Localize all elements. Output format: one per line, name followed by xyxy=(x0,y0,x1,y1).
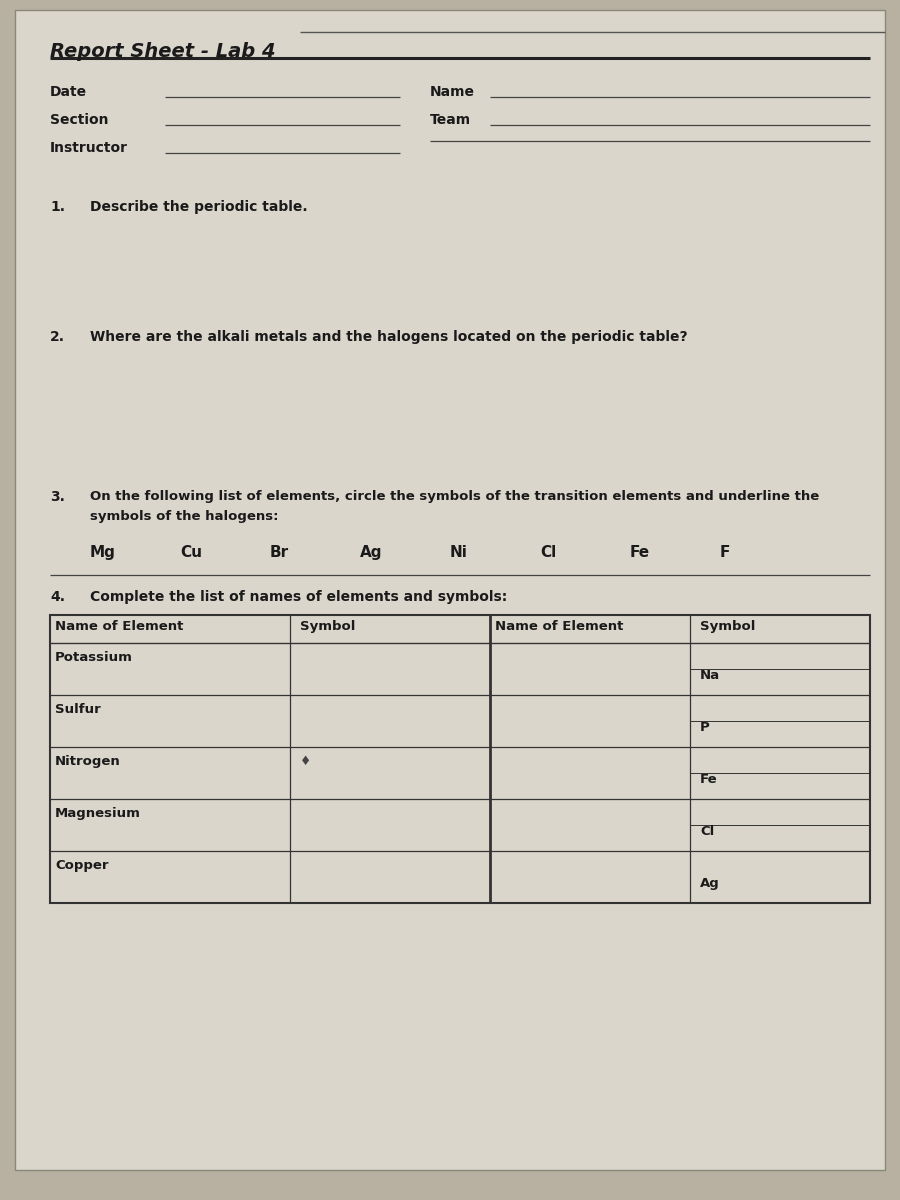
Text: Name of Element: Name of Element xyxy=(495,620,624,634)
Text: Cl: Cl xyxy=(540,545,556,560)
Text: F: F xyxy=(720,545,731,560)
Text: 2.: 2. xyxy=(50,330,65,344)
Text: Instructor: Instructor xyxy=(50,140,128,155)
Text: Symbol: Symbol xyxy=(300,620,356,634)
Text: Br: Br xyxy=(270,545,289,560)
Text: Ni: Ni xyxy=(450,545,468,560)
Text: Report Sheet - Lab 4: Report Sheet - Lab 4 xyxy=(50,42,275,61)
Text: Fe: Fe xyxy=(630,545,650,560)
Text: Ag: Ag xyxy=(700,877,720,890)
Text: Team: Team xyxy=(430,113,471,127)
Bar xyxy=(50,614,870,902)
Text: Sulfur: Sulfur xyxy=(55,703,101,716)
Text: On the following list of elements, circle the symbols of the transition elements: On the following list of elements, circl… xyxy=(90,490,819,503)
Text: Symbol: Symbol xyxy=(700,620,755,634)
Text: Name of Element: Name of Element xyxy=(55,620,184,634)
Text: ♦: ♦ xyxy=(300,755,311,768)
Text: P: P xyxy=(700,721,710,734)
Text: Fe: Fe xyxy=(700,773,717,786)
Text: 3.: 3. xyxy=(50,490,65,504)
Text: Cl: Cl xyxy=(700,826,715,838)
Text: 1.: 1. xyxy=(50,200,65,214)
Text: Describe the periodic table.: Describe the periodic table. xyxy=(90,200,308,214)
Text: Mg: Mg xyxy=(90,545,116,560)
Text: Name: Name xyxy=(430,85,475,98)
Text: Where are the alkali metals and the halogens located on the periodic table?: Where are the alkali metals and the halo… xyxy=(90,330,688,344)
Text: Copper: Copper xyxy=(55,859,109,872)
Text: Magnesium: Magnesium xyxy=(55,806,141,820)
Text: Section: Section xyxy=(50,113,109,127)
Text: Nitrogen: Nitrogen xyxy=(55,755,121,768)
Text: Complete the list of names of elements and symbols:: Complete the list of names of elements a… xyxy=(90,590,508,604)
Text: Na: Na xyxy=(700,670,720,682)
Text: Date: Date xyxy=(50,85,87,98)
Text: 4.: 4. xyxy=(50,590,65,604)
Text: symbols of the halogens:: symbols of the halogens: xyxy=(90,510,278,523)
Text: Ag: Ag xyxy=(360,545,382,560)
Text: Cu: Cu xyxy=(180,545,202,560)
Text: Potassium: Potassium xyxy=(55,650,133,664)
